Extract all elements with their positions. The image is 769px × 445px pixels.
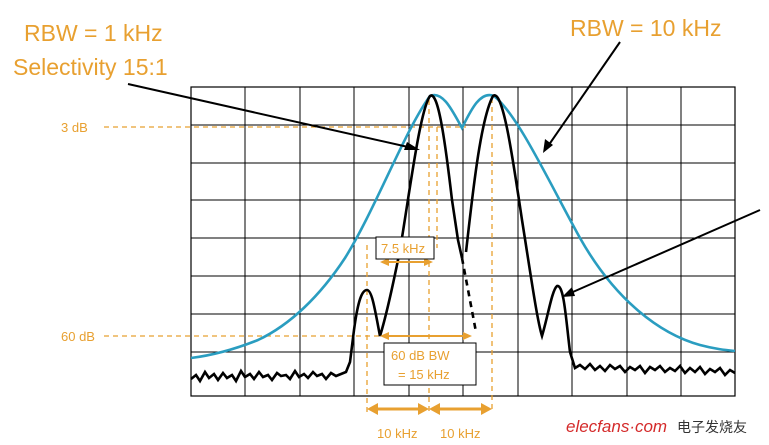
watermark: elecfans·com 电子发烧友 xyxy=(566,417,747,436)
arrow-rbw-1khz xyxy=(127,83,418,150)
spacing-left-label: 10 kHz xyxy=(377,426,417,441)
label-box-60db-bw xyxy=(383,342,477,386)
pointer-arrows xyxy=(127,41,761,296)
trace-rbw-1khz-dashed xyxy=(460,257,478,333)
watermark-brand: elecfans·com xyxy=(566,417,667,436)
label-box-7-5khz xyxy=(375,236,435,260)
arrow-sidelobe xyxy=(565,209,761,296)
watermark-chinese: 电子发烧友 xyxy=(677,419,747,435)
arrow-rbw-10khz xyxy=(545,41,621,150)
arrow-heads xyxy=(404,139,575,297)
spacing-right-label: 10 kHz xyxy=(440,426,480,441)
rbw-1khz-title: RBW = 1 kHz xyxy=(24,20,163,46)
bw-7-5khz-label: 7.5 kHz xyxy=(381,241,425,256)
measurement-arrows xyxy=(367,258,492,415)
trace-rbw-10khz xyxy=(190,93,736,360)
rbw-10khz-title: RBW = 10 kHz xyxy=(570,15,721,41)
trace-rbw-1khz xyxy=(190,94,464,384)
level-3db-label: 3 dB xyxy=(61,120,88,135)
level-60db-label: 60 dB xyxy=(61,329,95,344)
selectivity-label: Selectivity 15:1 xyxy=(13,54,168,80)
trace-rbw-1khz-right xyxy=(464,94,736,378)
bw-60db-label: 60 dB BW xyxy=(391,348,450,363)
bw-15khz-label: = 15 kHz xyxy=(398,367,450,382)
